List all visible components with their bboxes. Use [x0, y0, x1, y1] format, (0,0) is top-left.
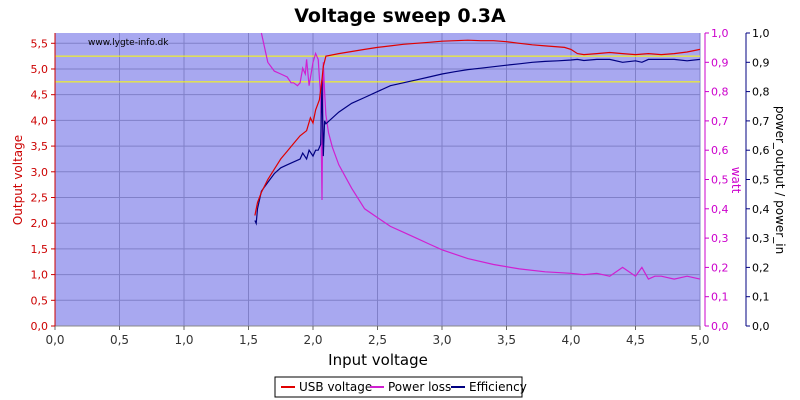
y-right1-tick-label: 1,0 — [711, 27, 729, 40]
y-right2-tick-label: 0,1 — [752, 291, 770, 304]
x-tick-label: 2,0 — [303, 333, 322, 347]
y-right2-tick-label: 1,0 — [752, 27, 770, 40]
y-right1-tick-label: 0,0 — [711, 320, 729, 333]
x-tick-label: 4,0 — [561, 333, 580, 347]
axis-ticks: 0,0 0,5 1,0 1,5 2,0 2,5 3,0 3,5 4,0 4,5 5,00,00,51… — [31, 27, 770, 347]
chart-title: Voltage sweep 0.3A — [294, 5, 506, 27]
legend-label: USB voltage — [299, 380, 372, 394]
y-left-tick-label: 2,5 — [31, 191, 49, 204]
legend-label: Power loss — [388, 380, 451, 394]
x-tick-label: 2,5 — [368, 333, 387, 347]
usb-voltage-line — [254, 39, 701, 216]
y-axis-left-title: Output voltage — [11, 135, 25, 225]
y-right1-tick-label: 0,2 — [711, 261, 729, 274]
y-left-tick-label: 4,5 — [31, 89, 49, 102]
y-right2-tick-label: 0,0 — [752, 320, 770, 333]
y-left-tick-label: 5,5 — [31, 37, 49, 50]
x-axis-title: Input voltage — [328, 351, 428, 369]
y-left-tick-label: 4,0 — [31, 114, 49, 127]
y-right2-tick-label: 0,7 — [752, 115, 770, 128]
y-right2-tick-label: 0,8 — [752, 86, 770, 99]
y-left-tick-label: 3,5 — [31, 140, 49, 153]
power-loss-line — [260, 32, 701, 280]
x-tick-label: 1,0 — [174, 333, 193, 347]
x-tick-label: 3,5 — [497, 333, 516, 347]
y-axis-right-efficiency-title: power_output / power_in — [773, 106, 787, 254]
reference-lines — [55, 55, 700, 83]
x-tick-label: 5,0 — [690, 333, 709, 347]
y-left-tick-label: 1,5 — [31, 243, 49, 256]
y-right2-tick-label: 0,3 — [752, 232, 770, 245]
y-right1-tick-label: 0,9 — [711, 56, 729, 69]
x-tick-label: 0,5 — [110, 333, 129, 347]
x-tick-label: 4,5 — [626, 333, 645, 347]
legend-label: Efficiency — [469, 380, 527, 394]
series-lines — [254, 32, 701, 280]
y-right2-tick-label: 0,2 — [752, 261, 770, 274]
y-right1-tick-label: 0,6 — [711, 144, 729, 157]
y-right2-tick-label: 0,6 — [752, 144, 770, 157]
y-left-tick-label: 1,0 — [31, 269, 49, 282]
y-right1-tick-label: 0,5 — [711, 174, 729, 187]
y-left-tick-label: 0,5 — [31, 294, 49, 307]
y-right1-tick-label: 0,3 — [711, 232, 729, 245]
y-right2-tick-label: 0,9 — [752, 56, 770, 69]
y-right2-tick-label: 0,5 — [752, 174, 770, 187]
watermark-text: www.lygte-info.dk — [88, 38, 169, 48]
legend-box — [274, 376, 523, 398]
y-left-tick-label: 5,0 — [31, 63, 49, 76]
y-left-tick-label: 3,0 — [31, 166, 49, 179]
y-right1-tick-label: 0,4 — [711, 203, 729, 216]
y-right1-tick-label: 0,1 — [711, 291, 729, 304]
x-tick-label: 1,5 — [239, 333, 258, 347]
y-right1-tick-label: 0,7 — [711, 115, 729, 128]
efficiency-line — [254, 58, 701, 226]
y-left-tick-label: 0,0 — [31, 320, 49, 333]
y-left-tick-label: 2,0 — [31, 217, 49, 230]
x-tick-label: 0,0 — [45, 333, 64, 347]
y-right1-tick-label: 0,8 — [711, 86, 729, 99]
x-tick-label: 3,0 — [432, 333, 451, 347]
legend: USB voltage Power loss Efficiency — [281, 380, 527, 394]
y-axis-right-watt-title: watt — [729, 167, 743, 194]
y-right2-tick-label: 0,4 — [752, 203, 770, 216]
